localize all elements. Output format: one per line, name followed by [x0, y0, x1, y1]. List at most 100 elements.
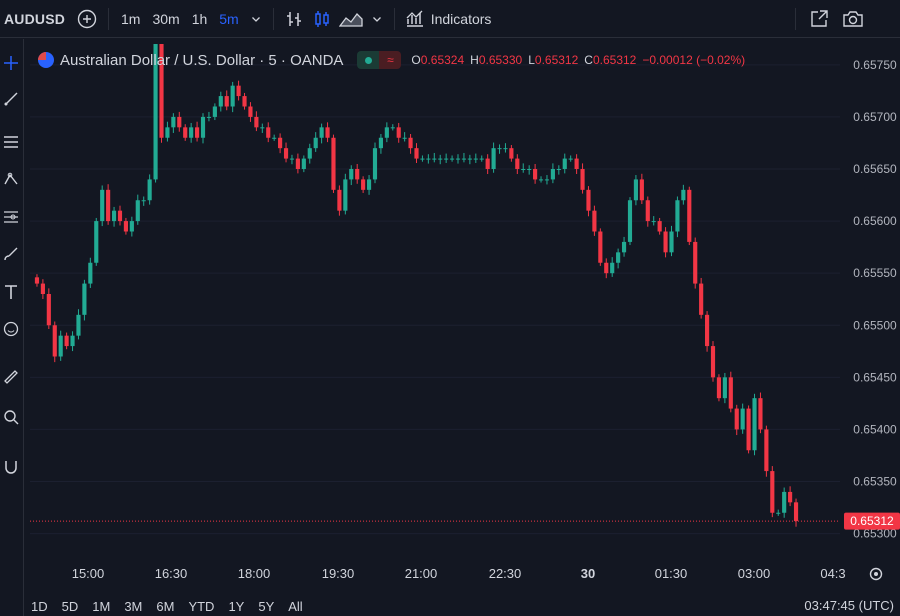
- candle-body: [313, 137, 318, 149]
- price-tick-label: 0.65300: [853, 527, 897, 541]
- chevron-down-icon: [372, 16, 381, 22]
- candle-body: [117, 210, 123, 222]
- fullscreen-icon: [811, 9, 829, 27]
- candle-style-button[interactable]: [308, 0, 336, 38]
- text-tool[interactable]: [0, 280, 22, 304]
- symbol-search[interactable]: AUDUSD: [4, 10, 66, 27]
- trendline-tool[interactable]: [0, 87, 22, 111]
- range-1d[interactable]: 1D: [31, 598, 48, 614]
- candle-body: [538, 179, 544, 181]
- candle-body: [752, 398, 757, 451]
- market-status[interactable]: ≈: [357, 51, 402, 69]
- legend-title[interactable]: Australian Dollar / U.S. Dollar · 5 · OA…: [60, 51, 344, 69]
- delayed-data-icon: ≈: [379, 51, 402, 69]
- price-chart[interactable]: 0.65750 0.65700 0.65650 0.65600 0.65550 0.655…: [30, 44, 900, 616]
- candle-style-icon: [314, 10, 329, 27]
- candle-body: [639, 179, 644, 201]
- range-all[interactable]: All: [288, 598, 303, 614]
- range-6m[interactable]: 6M: [156, 598, 175, 614]
- pattern-tool[interactable]: [0, 167, 22, 191]
- timeframe-5m[interactable]: 5m: [219, 10, 239, 27]
- measure-tool[interactable]: [0, 365, 22, 389]
- trendline-icon: [4, 92, 18, 106]
- pattern-icon: [4, 172, 18, 185]
- candle-body: [675, 200, 680, 232]
- candle-body: [651, 221, 656, 223]
- compare-button[interactable]: [72, 0, 102, 38]
- text-icon: [5, 285, 17, 299]
- candle-body: [372, 148, 378, 180]
- screenshot-button[interactable]: [836, 0, 870, 38]
- timeframe-1m[interactable]: 1m: [121, 10, 141, 27]
- timeframe-30m[interactable]: 30m: [152, 10, 180, 27]
- time-axis[interactable]: 15:00 16:30 18:00 19:30 21:00 22:30 30 01:30 03:…: [72, 566, 846, 581]
- zoom-tool[interactable]: [0, 405, 22, 429]
- candle-body: [491, 148, 496, 169]
- area-style-button[interactable]: [336, 0, 366, 38]
- last-price-badge: [844, 512, 900, 530]
- candle-body: [378, 137, 383, 149]
- high-value: 0.65330: [478, 53, 523, 67]
- axis-settings-button[interactable]: [869, 567, 883, 581]
- bar-style-icon: [286, 11, 301, 26]
- fullscreen-button[interactable]: [802, 0, 836, 38]
- candle-body: [200, 116, 206, 138]
- timeframe-1h[interactable]: 1h: [191, 10, 208, 27]
- range-5y[interactable]: 5Y: [258, 598, 275, 614]
- cursor-tool[interactable]: [0, 51, 22, 75]
- candle-body: [467, 158, 472, 160]
- time-tick-label: 30: [581, 566, 595, 581]
- candle-body: [165, 127, 170, 138]
- candle-body: [645, 200, 650, 222]
- price-tick-label: 0.65650: [853, 162, 897, 176]
- brush-tool[interactable]: [0, 242, 22, 266]
- candle-body: [740, 408, 745, 430]
- candle-body: [337, 189, 342, 211]
- candle-body: [604, 262, 609, 274]
- magnet-icon: [5, 461, 17, 474]
- utc-clock[interactable]: 03:47:45 (UTC): [804, 598, 894, 613]
- indicators-button[interactable]: Indicators: [401, 0, 496, 38]
- candle-body: [616, 252, 621, 263]
- candle-body: [242, 96, 247, 107]
- low-value: 0.65312: [534, 53, 579, 67]
- price-tick-label: 0.65750: [853, 58, 897, 72]
- candle-body: [319, 127, 324, 138]
- bar-style-button[interactable]: [280, 0, 308, 38]
- time-tick-label: 19:30: [322, 566, 355, 581]
- candle-body: [230, 85, 235, 107]
- top-toolbar: AUDUSD 1m 30m 1h 5m Indicators: [0, 0, 900, 38]
- candle-body: [106, 189, 111, 222]
- range-1m[interactable]: 1M: [92, 598, 111, 614]
- candle-body: [521, 169, 526, 170]
- settings-icon-hub: [874, 572, 878, 576]
- open-value: 0.65324: [420, 53, 465, 67]
- candle-body: [455, 158, 461, 160]
- magnet-tool[interactable]: [0, 455, 22, 479]
- candle-body: [58, 335, 63, 357]
- fib-tool[interactable]: [0, 130, 22, 154]
- candle-body: [444, 158, 449, 160]
- range-3m[interactable]: 3M: [124, 598, 143, 614]
- candle-body: [438, 158, 443, 160]
- candle-body: [568, 158, 573, 160]
- fib-retracement-icon: [4, 136, 18, 148]
- chart-type-dropdown[interactable]: [366, 0, 388, 38]
- timeframe-dropdown[interactable]: [245, 0, 267, 38]
- chart-grid: [30, 64, 840, 535]
- candle-body: [40, 283, 45, 294]
- range-5d[interactable]: 5D: [61, 598, 79, 614]
- candle-body: [515, 158, 520, 169]
- range-1y[interactable]: 1Y: [228, 598, 245, 614]
- candle-body: [574, 158, 579, 169]
- candle-body: [141, 200, 146, 202]
- forecast-tool[interactable]: [0, 204, 22, 228]
- range-ytd[interactable]: YTD: [188, 598, 215, 614]
- smiley-icon: [3, 321, 19, 337]
- candle-body: [283, 148, 289, 159]
- candle-body: [111, 210, 117, 222]
- candle-body: [479, 158, 484, 160]
- candle-body: [758, 398, 763, 430]
- price-axis[interactable]: 0.65750 0.65700 0.65650 0.65600 0.65550 0.655…: [853, 58, 897, 541]
- icon-tool[interactable]: [0, 317, 22, 341]
